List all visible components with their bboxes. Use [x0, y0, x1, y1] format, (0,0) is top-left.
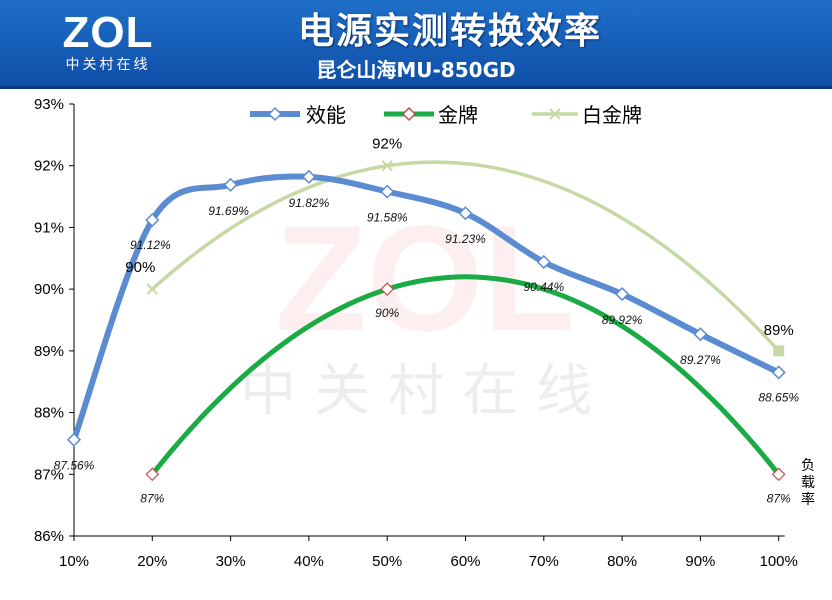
point-efficiency	[301, 169, 316, 184]
watermark: ZOL 中关村在线	[240, 194, 610, 424]
y-tick-label: 89%	[34, 343, 64, 360]
y-tick-label: 93%	[34, 96, 64, 113]
y-tick-label: 91%	[34, 219, 64, 236]
series-line-platinum	[150, 160, 781, 353]
point-platinum	[146, 283, 159, 295]
x-tick-label: 70%	[529, 553, 559, 570]
data-label-platinum: 89%	[764, 322, 794, 339]
data-label-efficiency: 91.82%	[289, 196, 330, 210]
zol-logo-text: ZOL	[62, 8, 154, 57]
data-label-efficiency: 89.27%	[680, 353, 721, 367]
point-efficiency	[615, 287, 630, 302]
series-layer	[66, 160, 786, 482]
point-efficiency	[66, 432, 82, 447]
chart-title: 电源实测转换效率	[297, 11, 602, 52]
x-tick-label: 40%	[294, 553, 324, 570]
data-label-efficiency: 91.69%	[208, 204, 249, 218]
data-label-gold: 87%	[140, 491, 164, 505]
x-tick-label: 90%	[685, 553, 715, 570]
x-axis-title: 负载率	[801, 458, 815, 508]
point-efficiency	[693, 327, 708, 342]
point-gold	[380, 282, 395, 296]
x-tick-label: 10%	[59, 553, 89, 570]
legend: 效能 金牌 白金牌	[250, 103, 642, 127]
legend-label: 金牌	[438, 103, 478, 127]
y-tick-label: 90%	[34, 281, 64, 298]
x-tick-label: 50%	[372, 553, 402, 570]
point-platinum	[381, 160, 393, 172]
point-efficiency	[223, 177, 238, 192]
x-tick-label: 60%	[450, 553, 480, 570]
x-tick-label: 20%	[137, 553, 167, 570]
legend-marker	[401, 106, 417, 122]
data-label-platinum: 90%	[125, 259, 155, 276]
x-tick-label: 80%	[607, 553, 637, 570]
data-label-efficiency: 91.12%	[130, 238, 171, 252]
data-label-efficiency: 89.92%	[602, 313, 643, 327]
x-tick-label: 30%	[216, 553, 246, 570]
legend-marker	[549, 108, 561, 120]
chart-header: ZOL 中关村在线 电源实测转换效率 昆仑山海MU-850GD	[0, 0, 832, 86]
point-efficiency	[536, 254, 551, 270]
zol-logo: ZOL 中关村在线	[48, 10, 168, 74]
point-efficiency	[458, 206, 473, 221]
x-tick-label: 100%	[760, 553, 798, 570]
chart-subtitle: 昆仑山海MU-850GD	[316, 58, 516, 82]
legend-marker	[267, 106, 283, 122]
data-label-gold: 87%	[767, 491, 791, 505]
data-label-efficiency: 88.65%	[758, 390, 799, 404]
series-line-gold	[149, 274, 782, 477]
data-label-efficiency: 91.58%	[367, 211, 408, 225]
data-label-efficiency: 91.23%	[445, 232, 486, 246]
legend-label: 白金牌	[582, 103, 642, 127]
data-label-gold: 90%	[375, 306, 399, 320]
y-tick-label: 87%	[34, 466, 64, 483]
point-efficiency	[771, 365, 786, 380]
point-efficiency	[145, 212, 160, 228]
data-label-platinum: 92%	[372, 136, 402, 153]
y-tick-label: 88%	[34, 405, 64, 422]
point-gold	[145, 467, 160, 482]
watermark-text: 中关村在线	[240, 359, 610, 424]
zol-logo-subtext: 中关村在线	[65, 57, 151, 73]
y-tick-label: 86%	[34, 528, 64, 545]
data-label-efficiency: 90.44%	[523, 280, 564, 294]
legend-label: 效能	[306, 103, 346, 127]
point-efficiency	[380, 184, 395, 199]
point-platinum	[773, 345, 785, 357]
data-label-efficiency: 87.56%	[54, 459, 95, 473]
data-labels: 90% 92% 89% 87% 90% 87% 87.56% 91.12% 91.69% 91.8…	[54, 136, 800, 506]
header-divider	[0, 86, 832, 89]
point-gold	[771, 467, 786, 482]
axes: 86% 87% 88% 89% 90% 91% 92% 93% 10% 20% 30% 40% 50% 6…	[34, 96, 815, 570]
y-tick-label: 92%	[34, 158, 64, 175]
